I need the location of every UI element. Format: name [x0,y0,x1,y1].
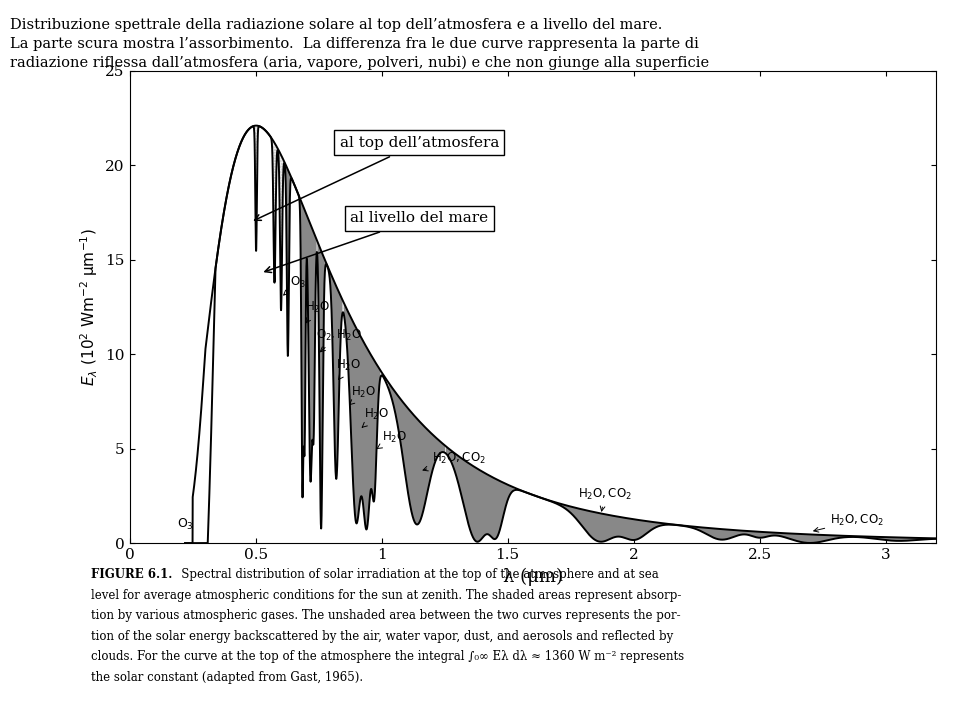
Text: $\mathrm{O_3}$: $\mathrm{O_3}$ [178,517,194,532]
Text: $\mathrm{H_2O}$: $\mathrm{H_2O}$ [376,430,407,449]
X-axis label: λ (μm): λ (μm) [503,567,563,586]
Text: $\mathrm{H_2O,CO_2}$: $\mathrm{H_2O,CO_2}$ [423,451,486,471]
Text: radiazione riflessa dall’atmosfera (aria, vapore, polveri, nubi) e che non giung: radiazione riflessa dall’atmosfera (aria… [10,56,708,70]
Text: $\mathrm{H_2O}$: $\mathrm{H_2O}$ [349,385,376,405]
Text: $\mathrm{H_2O}$: $\mathrm{H_2O}$ [362,407,389,427]
Text: La parte scura mostra l’assorbimento.  La differenza fra le due curve rappresent: La parte scura mostra l’assorbimento. La… [10,37,699,51]
Text: $\mathrm{O_3}$: $\mathrm{O_3}$ [283,275,305,295]
Text: al livello del mare: al livello del mare [265,212,489,273]
Y-axis label: $E_\lambda\ (10^2\ \mathrm{Wm^{-2}\ \mu m^{-1}})$: $E_\lambda\ (10^2\ \mathrm{Wm^{-2}\ \mu … [78,228,100,386]
Text: clouds. For the curve at the top of the atmosphere the integral ∫₀∞ Eλ dλ ≈ 1360: clouds. For the curve at the top of the … [91,650,684,663]
Text: $\mathrm{H_2O,CO_2}$: $\mathrm{H_2O,CO_2}$ [814,513,884,532]
Text: FIGURE 6.1.: FIGURE 6.1. [91,568,173,581]
Text: al top dell’atmosfera: al top dell’atmosfera [254,136,499,220]
Text: level for average atmospheric conditions for the sun at zenith. The shaded areas: level for average atmospheric conditions… [91,589,682,601]
Text: $\mathrm{H_2O,CO_2}$: $\mathrm{H_2O,CO_2}$ [578,486,632,511]
Text: the solar constant (adapted from Gast, 1965).: the solar constant (adapted from Gast, 1… [91,671,363,684]
Text: $\mathrm{H_2O}$: $\mathrm{H_2O}$ [336,358,361,380]
Text: tion of the solar energy backscattered by the air, water vapor, dust, and aeroso: tion of the solar energy backscattered b… [91,630,674,643]
Text: $\mathrm{O_2,H_2O}$: $\mathrm{O_2,H_2O}$ [316,328,362,351]
Text: Spectral distribution of solar irradiation at the top of the atmosphere and at s: Spectral distribution of solar irradiati… [170,568,659,581]
Text: Distribuzione spettrale della radiazione solare al top dell’atmosfera e a livell: Distribuzione spettrale della radiazione… [10,18,662,32]
Text: tion by various atmospheric gases. The unshaded area between the two curves repr: tion by various atmospheric gases. The u… [91,609,681,622]
Text: $\mathrm{H_2O}$: $\mathrm{H_2O}$ [304,300,330,323]
